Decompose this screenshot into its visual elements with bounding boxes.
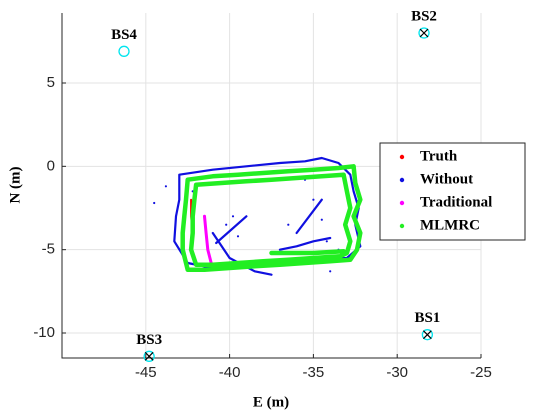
legend-marker bbox=[399, 200, 405, 206]
legend-label: MLMRC bbox=[420, 217, 480, 233]
x-tick-label: -30 bbox=[386, 364, 408, 381]
legend-marker bbox=[399, 154, 405, 160]
legend-label: Traditional bbox=[420, 194, 492, 210]
station-cross bbox=[422, 330, 432, 340]
x-tick-label: -40 bbox=[219, 364, 241, 381]
x-axis-label: E (m) bbox=[253, 394, 289, 410]
station-label: BS3 bbox=[136, 332, 162, 348]
station-label: BS2 bbox=[411, 8, 437, 24]
legend-label: Without bbox=[420, 171, 473, 187]
station-label: BS4 bbox=[111, 27, 137, 43]
legend-marker bbox=[399, 177, 405, 183]
base-station bbox=[421, 329, 434, 341]
y-tick-label: -10 bbox=[33, 324, 55, 341]
station-cross bbox=[144, 351, 154, 361]
station-cross bbox=[419, 28, 429, 38]
x-tick-label: -25 bbox=[470, 364, 492, 381]
legend-marker bbox=[399, 223, 405, 229]
y-axis-label: N (m) bbox=[7, 166, 23, 203]
x-tick-label: -35 bbox=[303, 364, 325, 381]
axes-lines bbox=[61, 13, 481, 359]
base-station bbox=[418, 27, 430, 39]
y-tick-label: 0 bbox=[47, 157, 55, 174]
base-station bbox=[118, 45, 130, 57]
legend bbox=[379, 142, 526, 241]
legend-label: Truth bbox=[420, 148, 458, 164]
y-tick-label: -5 bbox=[42, 241, 55, 258]
y-tick-label: 5 bbox=[47, 74, 55, 91]
base-station bbox=[143, 350, 155, 362]
trajectory bbox=[180, 164, 363, 272]
station-label: BS1 bbox=[414, 310, 440, 326]
x-tick-label: -45 bbox=[135, 364, 157, 381]
